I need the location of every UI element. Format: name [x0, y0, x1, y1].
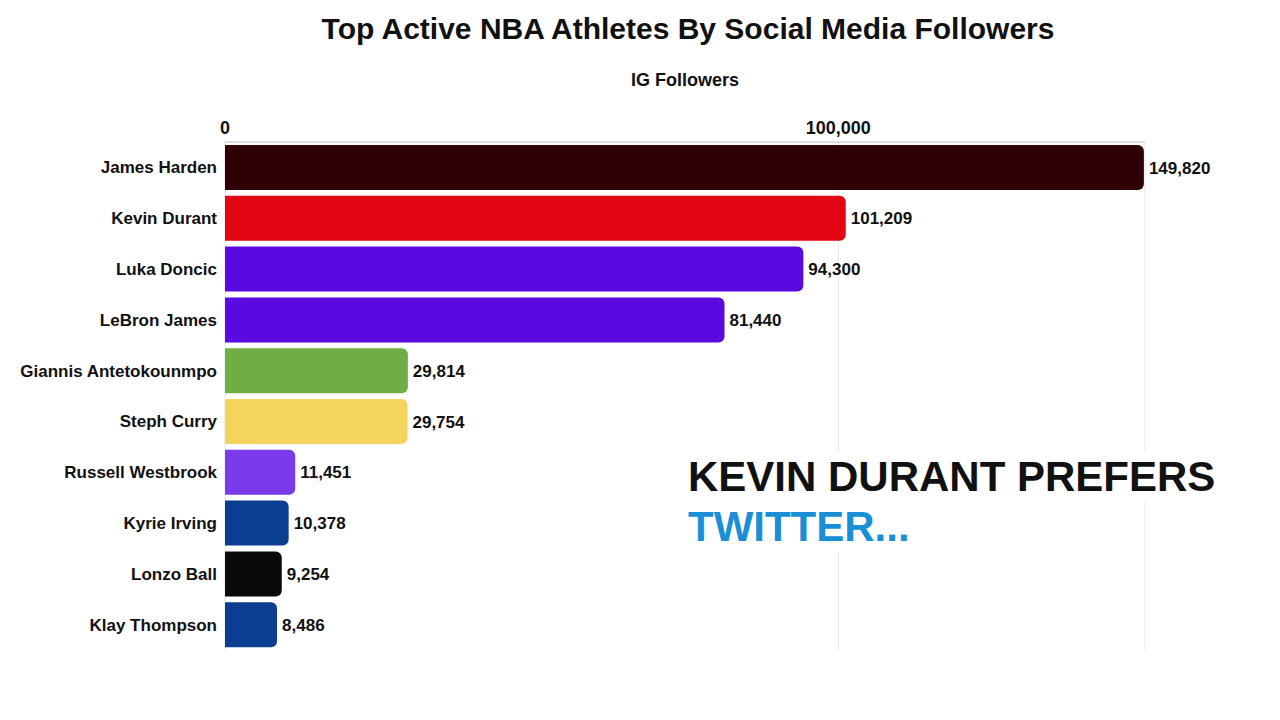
svg-text:James Harden: James Harden: [101, 158, 217, 177]
svg-text:81,440: 81,440: [729, 311, 781, 330]
svg-text:Luka Doncic: Luka Doncic: [116, 260, 217, 279]
svg-text:Steph Curry: Steph Curry: [120, 412, 218, 431]
svg-text:29,754: 29,754: [412, 413, 465, 432]
html-text:Top Active NBA Athletes By Soc: Top Active NBA Athletes By Social Media …: [321, 12, 1055, 45]
svg-text:Giannis Antetokounmpo: Giannis Antetokounmpo: [20, 362, 217, 381]
svg-text:Russell Westbrook: Russell Westbrook: [64, 463, 217, 482]
svg-text:100,000: 100,000: [806, 118, 871, 138]
svg-text:101,209: 101,209: [851, 209, 912, 228]
svg-text:Lonzo Ball: Lonzo Ball: [131, 565, 217, 584]
svg-text:LeBron James: LeBron James: [100, 311, 217, 330]
html-text:IG Followers: IG Followers: [631, 70, 739, 90]
svg-text:29,814: 29,814: [413, 362, 466, 381]
svg-text:8,486: 8,486: [282, 616, 325, 635]
svg-text:149,820: 149,820: [1149, 159, 1210, 178]
html-text:TWITTER...: TWITTER...: [688, 503, 910, 550]
svg-text:Kyrie Irving: Kyrie Irving: [123, 514, 217, 533]
svg-text:0: 0: [220, 118, 230, 138]
svg-text:94,300: 94,300: [808, 260, 860, 279]
svg-text:11,451: 11,451: [300, 463, 351, 482]
svg-text:Kevin Durant: Kevin Durant: [111, 209, 217, 228]
html-text:KEVIN DURANT PREFERS: KEVIN DURANT PREFERS: [688, 453, 1216, 500]
svg-text:10,378: 10,378: [294, 514, 346, 533]
svg-text:Klay Thompson: Klay Thompson: [89, 616, 217, 635]
svg-text:9,254: 9,254: [287, 565, 330, 584]
